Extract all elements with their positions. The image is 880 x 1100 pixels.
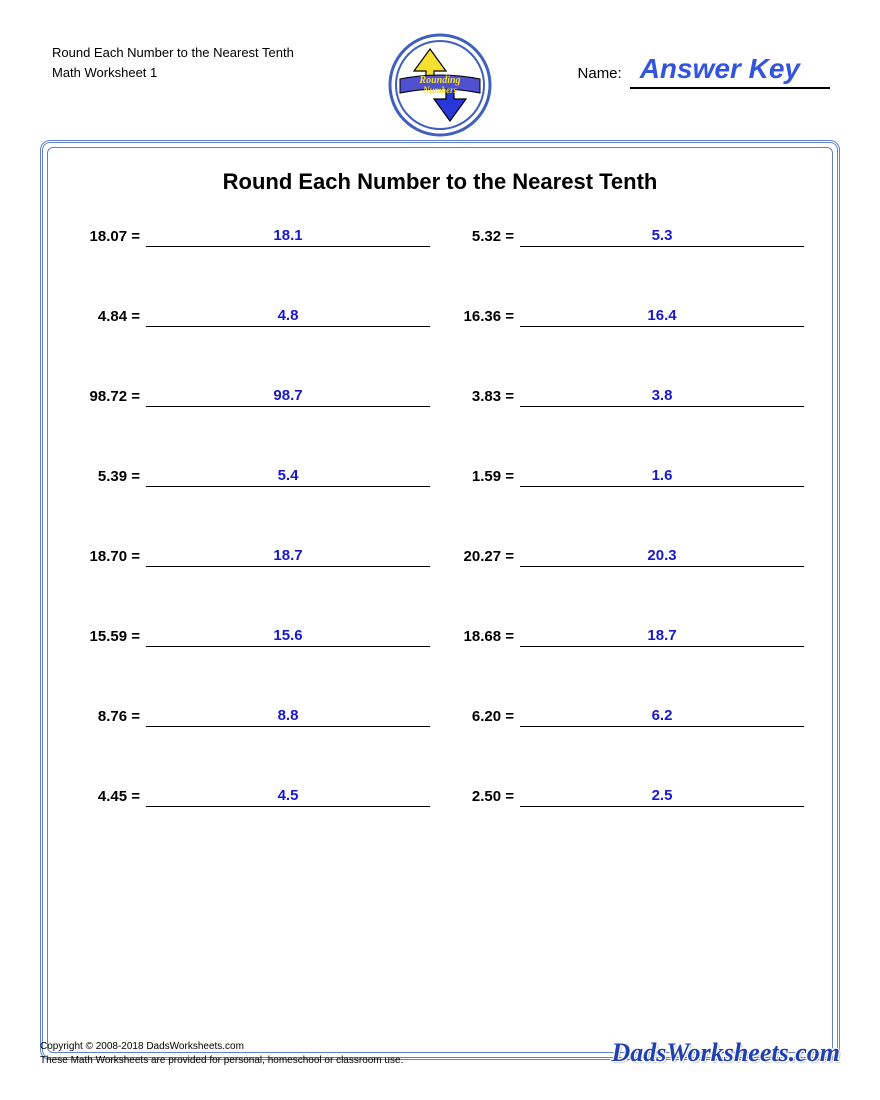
problem-row: 18.07 = 18.1 bbox=[76, 227, 430, 247]
problem-prompt: 1.59 = bbox=[450, 468, 514, 487]
problem-answer: 4.5 bbox=[146, 787, 430, 807]
problem-row: 6.20 = 6.2 bbox=[450, 707, 804, 727]
problem-answer: 3.8 bbox=[520, 387, 804, 407]
problem-answer: 18.7 bbox=[146, 547, 430, 567]
problem-row: 15.59 = 15.6 bbox=[76, 627, 430, 647]
problem-row: 1.59 = 1.6 bbox=[450, 467, 804, 487]
rounding-logo-icon: Rounding Numbers bbox=[386, 31, 494, 139]
problem-answer: 5.3 bbox=[520, 227, 804, 247]
problem-row: 18.70 = 18.7 bbox=[76, 547, 430, 567]
header-right-block: Name: Answer Key bbox=[578, 53, 830, 89]
name-label: Name: bbox=[578, 65, 622, 82]
brand-logo-text: DadsWorksheets.com bbox=[612, 1038, 840, 1068]
problem-answer: 18.1 bbox=[146, 227, 430, 247]
problem-row: 20.27 = 20.3 bbox=[450, 547, 804, 567]
worksheet-header: Round Each Number to the Nearest Tenth M… bbox=[40, 35, 840, 130]
problem-row: 3.83 = 3.8 bbox=[450, 387, 804, 407]
header-left-block: Round Each Number to the Nearest Tenth M… bbox=[52, 43, 294, 82]
worksheet-frame: Round Each Number to the Nearest Tenth 1… bbox=[40, 140, 840, 1060]
problem-answer: 2.5 bbox=[520, 787, 804, 807]
problem-prompt: 20.27 = bbox=[450, 548, 514, 567]
problem-prompt: 4.84 = bbox=[76, 308, 140, 327]
problem-prompt: 2.50 = bbox=[450, 788, 514, 807]
footer-left: Copyright © 2008-2018 DadsWorksheets.com… bbox=[40, 1040, 403, 1068]
problem-prompt: 5.39 = bbox=[76, 468, 140, 487]
problem-answer: 18.7 bbox=[520, 627, 804, 647]
problem-answer: 1.6 bbox=[520, 467, 804, 487]
problem-row: 5.32 = 5.3 bbox=[450, 227, 804, 247]
problem-prompt: 8.76 = bbox=[76, 708, 140, 727]
problem-prompt: 18.68 = bbox=[450, 628, 514, 647]
problems-grid: 18.07 = 18.1 5.32 = 5.3 4.84 = 4.8 16.36 = 16.4… bbox=[71, 227, 809, 807]
header-title: Round Each Number to the Nearest Tenth bbox=[52, 43, 294, 63]
problem-answer: 5.4 bbox=[146, 467, 430, 487]
problem-prompt: 5.32 = bbox=[450, 228, 514, 247]
problem-answer: 98.7 bbox=[146, 387, 430, 407]
copyright-text: Copyright © 2008-2018 DadsWorksheets.com bbox=[40, 1040, 403, 1054]
problem-prompt: 15.59 = bbox=[76, 628, 140, 647]
problem-prompt: 6.20 = bbox=[450, 708, 514, 727]
problem-answer: 20.3 bbox=[520, 547, 804, 567]
answer-key-text: Answer Key bbox=[630, 53, 830, 89]
problem-row: 98.72 = 98.7 bbox=[76, 387, 430, 407]
problem-prompt: 4.45 = bbox=[76, 788, 140, 807]
problem-row: 8.76 = 8.8 bbox=[76, 707, 430, 727]
problem-answer: 4.8 bbox=[146, 307, 430, 327]
problem-answer: 6.2 bbox=[520, 707, 804, 727]
usage-text: These Math Worksheets are provided for p… bbox=[40, 1054, 403, 1068]
problem-row: 4.45 = 4.5 bbox=[76, 787, 430, 807]
problem-prompt: 98.72 = bbox=[76, 388, 140, 407]
problem-row: 16.36 = 16.4 bbox=[450, 307, 804, 327]
problem-prompt: 18.70 = bbox=[76, 548, 140, 567]
problem-answer: 8.8 bbox=[146, 707, 430, 727]
problem-prompt: 16.36 = bbox=[450, 308, 514, 327]
problem-answer: 16.4 bbox=[520, 307, 804, 327]
problem-prompt: 18.07 = bbox=[76, 228, 140, 247]
problem-row: 5.39 = 5.4 bbox=[76, 467, 430, 487]
header-subtitle: Math Worksheet 1 bbox=[52, 63, 294, 83]
problem-row: 18.68 = 18.7 bbox=[450, 627, 804, 647]
problem-row: 4.84 = 4.8 bbox=[76, 307, 430, 327]
svg-text:Numbers: Numbers bbox=[422, 85, 458, 95]
problem-answer: 15.6 bbox=[146, 627, 430, 647]
problem-prompt: 3.83 = bbox=[450, 388, 514, 407]
page-footer: Copyright © 2008-2018 DadsWorksheets.com… bbox=[40, 1038, 840, 1068]
problem-row: 2.50 = 2.5 bbox=[450, 787, 804, 807]
worksheet-title: Round Each Number to the Nearest Tenth bbox=[71, 169, 809, 195]
